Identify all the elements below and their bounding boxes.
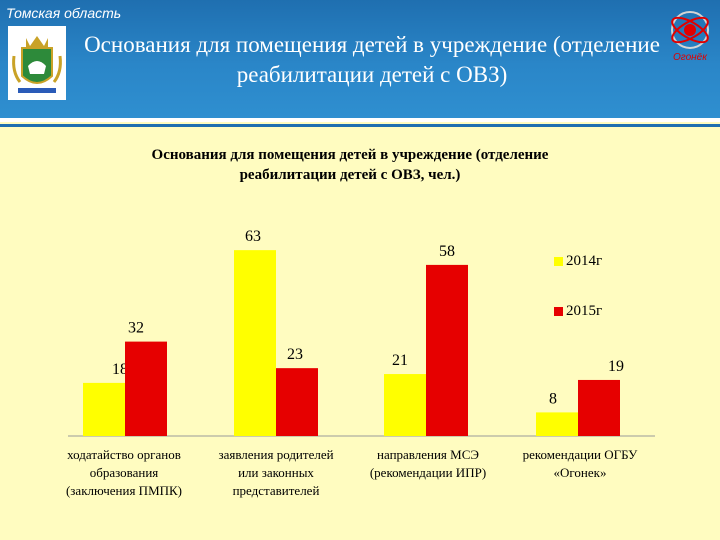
bar-2014г-2 <box>234 250 276 436</box>
legend-label: 2014г <box>566 253 603 269</box>
category-label: рекомендации ОГБУ «Огонек» <box>500 446 660 482</box>
slide-title-line2: реабилитации детей с ОВЗ) <box>236 62 508 87</box>
logo-text: Огонёк <box>673 52 708 63</box>
category-label-line: представителей <box>232 483 320 498</box>
chart-title-line2: реабилитации детей с ОВЗ, чел.) <box>239 167 461 183</box>
category-label-line: образования <box>89 465 159 480</box>
ogonek-logo-icon: Огонёк <box>671 11 709 63</box>
category-label-line: «Огонек» <box>553 465 607 480</box>
data-label: 8 <box>549 390 557 407</box>
data-label: 23 <box>287 346 303 363</box>
chart-title-line1: Основания для помещения детей в учрежден… <box>151 147 549 163</box>
bar-2015г-4 <box>578 379 620 436</box>
data-label: 19 <box>608 358 624 375</box>
category-label-line: (заключения ПМПК) <box>65 483 183 498</box>
data-label: 32 <box>128 320 144 337</box>
data-label: 18 <box>112 361 128 378</box>
region-label: Томская область <box>6 5 122 21</box>
category-label: заявления родителей или законных представи… <box>196 446 356 500</box>
category-label-line: рекомендации ОГБУ <box>522 447 638 462</box>
header-divider <box>0 118 720 122</box>
bar-2014г-4 <box>536 412 578 436</box>
bar-2014г-3 <box>384 374 426 436</box>
bar-2015г-2 <box>276 368 318 436</box>
legend-item: 2014г <box>554 253 602 270</box>
legend-label: 2015г <box>566 303 603 319</box>
data-label: 63 <box>245 228 261 245</box>
category-label-line: ходатайство органов <box>67 447 181 462</box>
slide-header: Томская область Огонёк Основания для пом… <box>0 0 720 118</box>
slide-title: Основания для помещения детей в учрежден… <box>70 30 674 90</box>
coat-of-arms-icon <box>8 26 66 100</box>
bar-2014г-1 <box>83 382 125 436</box>
data-label: 58 <box>439 243 455 260</box>
category-label-line: заявления родителей <box>218 447 334 462</box>
slide-title-line1: Основания для помещения детей в учрежден… <box>84 32 660 57</box>
bar-2015г-1 <box>125 341 167 436</box>
category-label: направления МСЭ (рекомендации ИПР) <box>348 446 508 482</box>
data-label: 21 <box>392 352 408 369</box>
bar-2015г-3 <box>426 264 468 436</box>
legend-swatch <box>554 257 563 266</box>
legend-swatch <box>554 307 563 316</box>
category-label-line: или законных <box>238 465 314 480</box>
category-label: ходатайство органов образования (заключени… <box>44 446 204 500</box>
category-label-line: направления МСЭ <box>377 447 479 462</box>
header-divider-blue <box>0 124 720 127</box>
category-label-line: (рекомендации ИПР) <box>369 465 487 480</box>
chart-title: Основания для помещения детей в учрежден… <box>70 145 630 185</box>
legend-item: 2015г <box>554 303 602 320</box>
